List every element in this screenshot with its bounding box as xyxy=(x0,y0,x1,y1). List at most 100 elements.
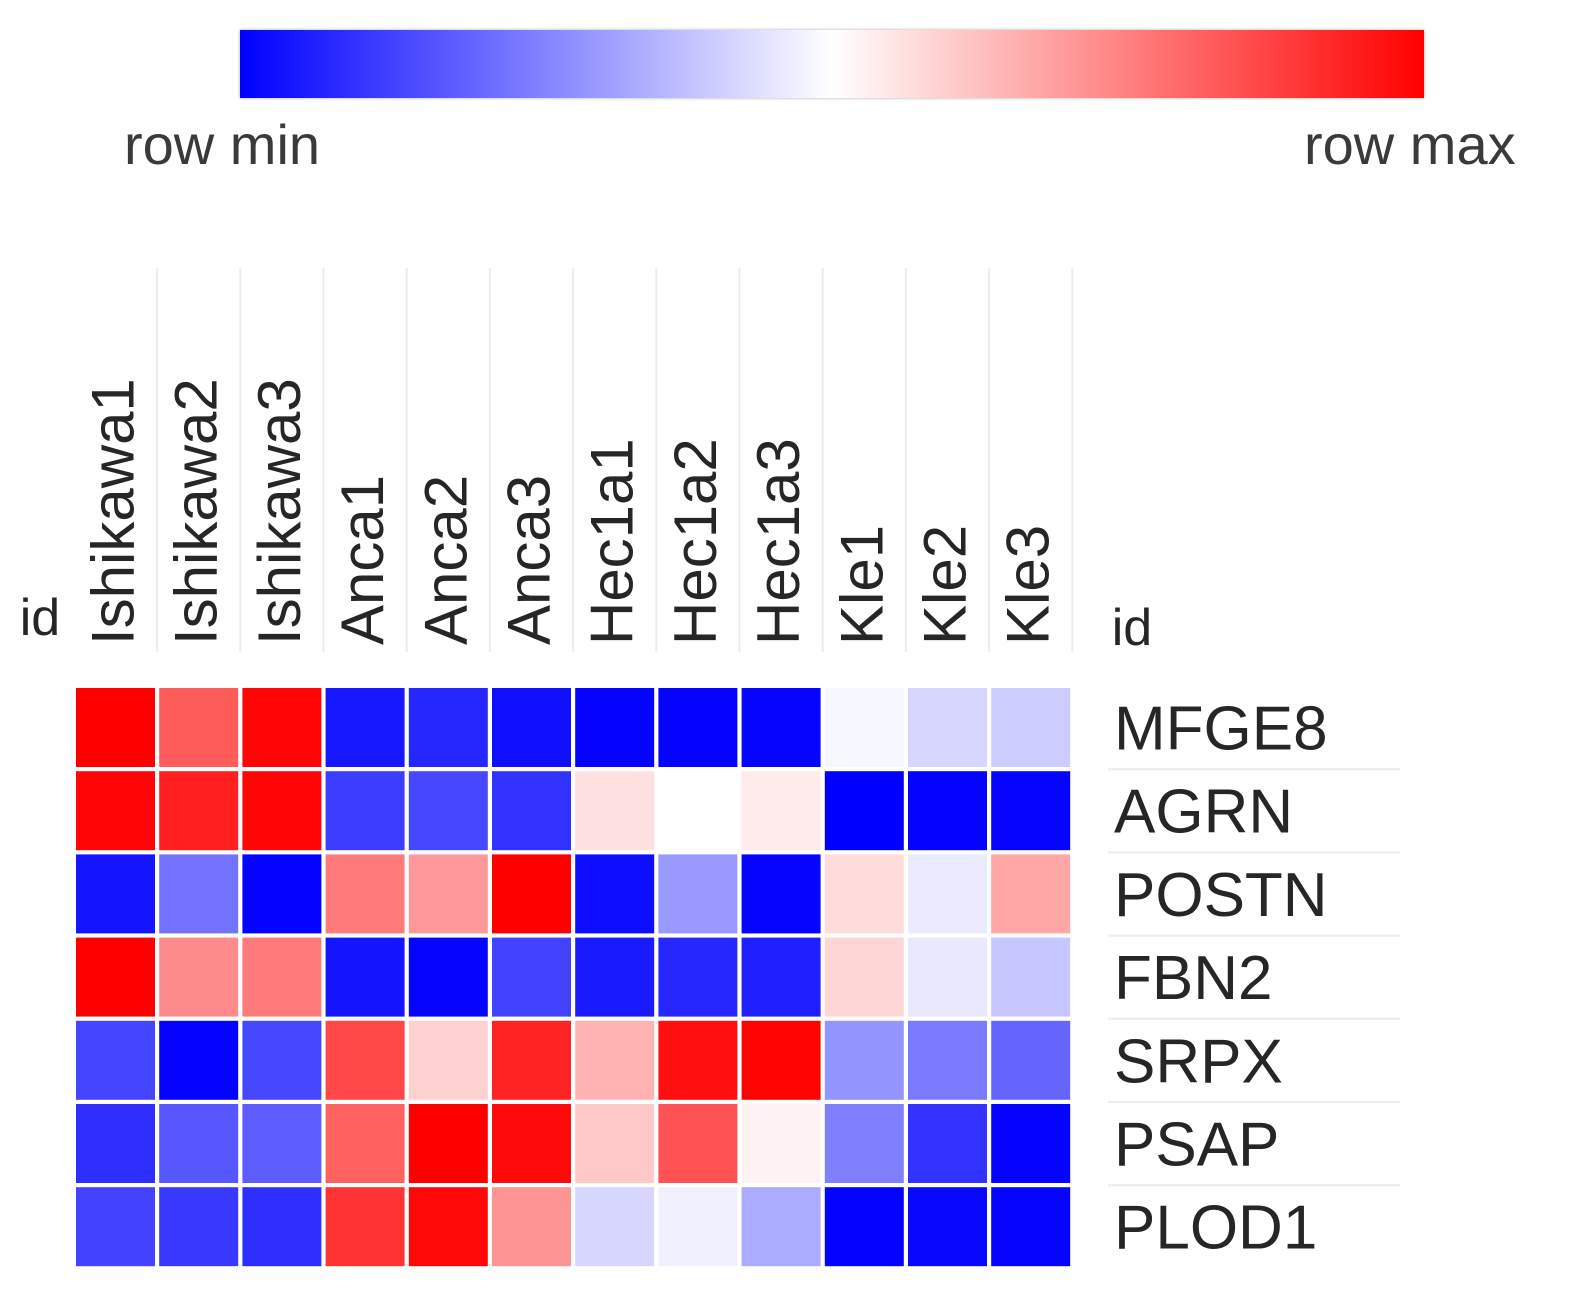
heatmap-cell xyxy=(159,854,239,934)
grid-lines xyxy=(156,268,1400,1187)
heatmap-cell xyxy=(408,771,488,851)
heatmap-cell xyxy=(908,1104,987,1183)
row-label: POSTN xyxy=(1114,861,1328,930)
heatmap-cell xyxy=(325,1020,405,1100)
heatmap-cell xyxy=(575,771,655,851)
heatmap-cell xyxy=(325,771,405,851)
heatmap-cell xyxy=(658,1187,738,1267)
heatmap-cell xyxy=(741,1187,821,1267)
heatmap-cell xyxy=(242,854,322,934)
heatmap-cell xyxy=(492,1020,571,1100)
heatmap-cell xyxy=(824,1020,904,1100)
heatmap-cell xyxy=(658,1104,738,1183)
heatmap-cell xyxy=(408,854,488,934)
heatmap-cell xyxy=(658,771,738,851)
column-label: Kle2 xyxy=(912,525,979,645)
heatmap-cell xyxy=(76,1104,155,1183)
heatmap-cell xyxy=(824,688,904,767)
heatmap-cell xyxy=(658,688,738,767)
heatmap-cell xyxy=(408,1104,488,1183)
heatmap-cell xyxy=(159,937,239,1017)
heatmap-cell xyxy=(76,1187,155,1267)
heatmap-cell xyxy=(325,688,405,767)
heatmap-cell xyxy=(741,937,821,1017)
heatmap-cell xyxy=(908,854,987,934)
heatmap-cell xyxy=(991,771,1071,851)
heatmap-cell xyxy=(325,854,405,934)
heatmap-cell xyxy=(908,937,987,1017)
heatmap-cell xyxy=(242,1104,322,1183)
heatmap-cell xyxy=(492,854,571,934)
heatmap-cell xyxy=(991,937,1071,1017)
heatmap-cell xyxy=(492,771,571,851)
heatmap-cell xyxy=(824,1187,904,1267)
column-label: Ishikawa3 xyxy=(246,378,313,645)
heatmap-cell xyxy=(76,854,155,934)
column-label: Hec1a2 xyxy=(662,438,729,645)
column-label: Anca3 xyxy=(496,475,563,645)
heatmap-cell xyxy=(824,771,904,851)
heatmap-cell xyxy=(741,1020,821,1100)
heatmap-cell xyxy=(575,688,655,767)
id-label-left: id xyxy=(20,589,60,647)
legend-max-label: row max xyxy=(1304,113,1516,176)
column-label: Anca1 xyxy=(329,475,396,645)
heatmap-cell xyxy=(658,937,738,1017)
heatmap-cell xyxy=(658,1020,738,1100)
column-label: Hec1a3 xyxy=(745,438,812,645)
row-labels: MFGE8 AGRN POSTN FBN2 SRPX PSAP PLOD1 xyxy=(1114,695,1328,1263)
column-labels: Ishikawa1 Ishikawa2 Ishikawa3 Anca1 Anca2 Anc… xyxy=(80,378,1062,645)
heatmap-cell xyxy=(242,771,322,851)
column-label: Hec1a1 xyxy=(579,438,646,645)
heatmap-cell xyxy=(991,854,1071,934)
heatmap-cell xyxy=(991,1187,1071,1267)
row-label: FBN2 xyxy=(1114,944,1272,1013)
heatmap-cell xyxy=(908,1020,987,1100)
heatmap-cell xyxy=(991,688,1071,767)
row-label: PSAP xyxy=(1114,1111,1279,1180)
heatmap-cell xyxy=(991,1104,1071,1183)
heatmap-cell xyxy=(408,688,488,767)
heatmap-cell xyxy=(76,937,155,1017)
heatmap-cell xyxy=(824,937,904,1017)
heatmap-cell xyxy=(242,688,322,767)
column-label: Kle3 xyxy=(995,525,1062,645)
row-label: MFGE8 xyxy=(1114,695,1328,764)
heatmap-cell xyxy=(575,854,655,934)
heatmap-cell xyxy=(741,688,821,767)
row-label: AGRN xyxy=(1114,778,1293,847)
heatmap-cell xyxy=(575,1020,655,1100)
heatmap-cell xyxy=(492,688,571,767)
heatmap-cell xyxy=(492,937,571,1017)
heatmap-cell xyxy=(575,937,655,1017)
heatmap-cell xyxy=(76,688,155,767)
heatmap-cell xyxy=(159,688,239,767)
heatmap-cell xyxy=(159,1020,239,1100)
column-label: Ishikawa2 xyxy=(163,378,230,645)
heatmap-cell xyxy=(908,771,987,851)
heatmap-cell xyxy=(242,1020,322,1100)
heatmap-cell xyxy=(159,1104,239,1183)
heatmap-cell xyxy=(991,1020,1071,1100)
row-label: PLOD1 xyxy=(1114,1194,1317,1263)
heatmap-cell xyxy=(741,1104,821,1183)
heatmap-cell xyxy=(242,1187,322,1267)
heatmap-cell xyxy=(575,1187,655,1267)
id-label-right: id xyxy=(1112,599,1152,657)
heatmap-cell xyxy=(325,1187,405,1267)
heatmap-cell xyxy=(824,854,904,934)
heatmap-cell xyxy=(408,937,488,1017)
heatmap-cell xyxy=(76,771,155,851)
heatmap-cell xyxy=(159,771,239,851)
legend-min-label: row min xyxy=(124,113,321,176)
column-label: Kle1 xyxy=(828,525,895,645)
heatmap-cell xyxy=(908,688,987,767)
heatmap-cell xyxy=(159,1187,239,1267)
heatmap-cell xyxy=(741,771,821,851)
heatmap-cell xyxy=(325,1104,405,1183)
column-label: Anca2 xyxy=(412,475,479,645)
row-label: SRPX xyxy=(1114,1027,1283,1096)
heatmap-cell xyxy=(408,1020,488,1100)
color-scale-bar xyxy=(240,30,1424,98)
